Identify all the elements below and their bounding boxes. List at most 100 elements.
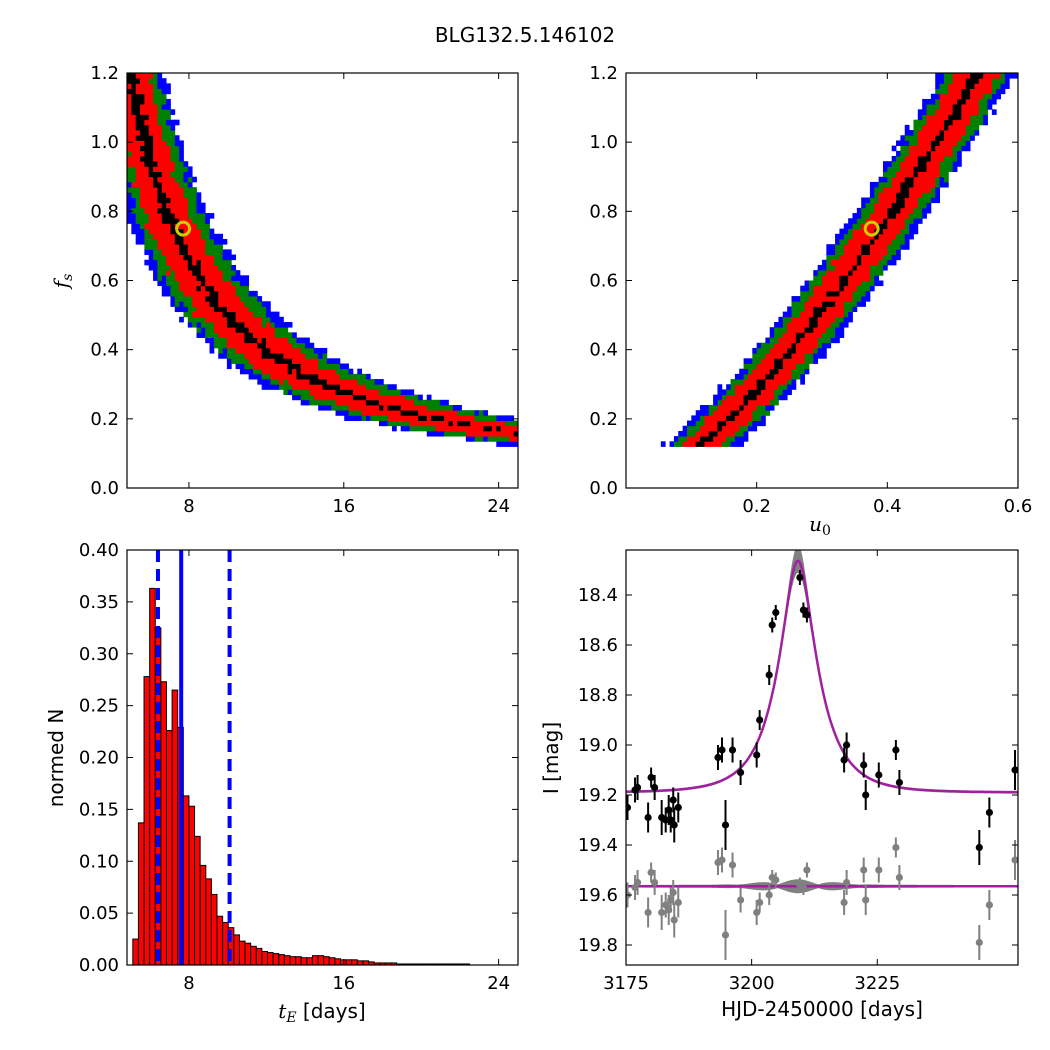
heatmap-cell	[344, 399, 349, 406]
heatmap-cell	[335, 394, 341, 401]
y-tick-label: 18.6	[578, 635, 618, 656]
heatmap-cell	[209, 332, 215, 338]
heatmap-cell	[961, 130, 967, 136]
heatmap-cell	[704, 436, 710, 442]
heatmap-cell	[148, 109, 154, 115]
heatmap-cell	[708, 430, 714, 437]
heatmap-cell	[413, 394, 419, 401]
heatmap-cell	[335, 368, 341, 375]
heatmap-cell	[179, 249, 184, 255]
heatmap-cell	[917, 140, 923, 147]
heatmap-cell	[483, 420, 488, 427]
heatmap-cell	[835, 322, 840, 328]
heatmap-cell	[817, 332, 823, 338]
heatmap-cell	[726, 430, 731, 437]
heatmap-cell	[144, 104, 150, 110]
heatmap-cell	[331, 394, 336, 401]
heatmap-cell	[878, 244, 884, 250]
heatmap-cell	[192, 239, 197, 245]
heatmap-cell	[239, 347, 245, 354]
heatmap-cell	[244, 280, 250, 287]
heatmap-cell	[682, 441, 688, 447]
heatmap-cell	[348, 394, 354, 401]
heatmap-cell	[952, 83, 958, 89]
heatmap-cell	[218, 301, 223, 307]
heatmap-cell	[161, 233, 167, 240]
heatmap-cell	[174, 280, 180, 287]
heatmap-cell	[170, 223, 176, 230]
heatmap-cell	[739, 394, 744, 401]
data-point	[892, 843, 900, 852]
heatmap-cell	[279, 353, 284, 359]
heatmap-cell	[157, 93, 163, 100]
heatmap-cell	[287, 337, 293, 344]
data-point	[895, 778, 904, 787]
heatmap-cell	[365, 399, 371, 406]
heatmap-cell	[861, 233, 866, 240]
heatmap-cell	[774, 368, 779, 375]
heatmap-cell	[869, 249, 875, 255]
heatmap-cell	[144, 213, 150, 219]
heatmap-cell	[305, 353, 310, 359]
heatmap-cell	[848, 239, 853, 245]
heatmap-cell	[839, 228, 845, 235]
data-point	[799, 606, 808, 614]
heatmap-cell	[235, 285, 241, 292]
heatmap-cell	[144, 166, 150, 172]
heatmap-cell	[218, 306, 223, 313]
heatmap-cell	[235, 332, 241, 338]
heatmap-cell	[170, 192, 176, 198]
mag-axis-label: I [mag]	[539, 722, 563, 794]
heatmap-cell	[161, 119, 167, 126]
heatmap-cell	[200, 296, 206, 302]
heatmap-cell	[808, 296, 814, 302]
heatmap-cell	[144, 135, 150, 141]
heatmap-cell	[148, 171, 154, 178]
heatmap-cell	[235, 275, 241, 281]
data-point	[658, 908, 666, 917]
heatmap-cell	[226, 249, 232, 255]
heatmap-cell	[878, 181, 884, 188]
heatmap-cell	[830, 285, 836, 292]
heatmap-cell	[135, 207, 141, 214]
heatmap-cell	[795, 342, 801, 349]
heatmap-cell	[174, 218, 180, 224]
heatmap-cell	[695, 430, 701, 437]
heatmap-cell	[874, 187, 880, 193]
heatmap-cell	[348, 405, 354, 411]
heatmap-cell	[848, 233, 853, 240]
heatmap-cell	[826, 254, 832, 261]
heatmap-cell	[452, 425, 458, 432]
heatmap-cell	[822, 337, 827, 344]
heatmap-cell	[192, 301, 197, 307]
heatmap-cell	[935, 187, 940, 193]
heatmap-cell	[782, 373, 788, 380]
heatmap-cell	[205, 213, 210, 219]
heatmap-cell	[774, 373, 779, 380]
heatmap-cell	[891, 218, 897, 224]
heatmap-cell	[305, 379, 310, 385]
x-tick-label: 0.2	[742, 496, 771, 517]
heatmap-cell	[856, 275, 862, 281]
heatmap-cell	[800, 358, 805, 364]
heatmap-cell	[248, 316, 254, 323]
heatmap-cell	[904, 156, 910, 162]
heatmap-cell	[244, 316, 250, 323]
heatmap-cell	[140, 124, 145, 131]
heatmap-cell	[209, 342, 215, 349]
heatmap-cell	[465, 415, 471, 421]
heatmap-cell	[166, 130, 171, 136]
heatmap-cell	[127, 130, 132, 136]
heatmap-cell	[174, 301, 180, 307]
heatmap-cell	[196, 223, 202, 230]
heatmap-cell	[140, 93, 145, 100]
heatmap-cell	[144, 171, 150, 178]
heatmap-cell	[183, 311, 189, 318]
heatmap-cell	[852, 285, 858, 292]
heatmap-cell	[843, 270, 849, 276]
heatmap-cell	[179, 202, 184, 209]
heatmap-cell	[891, 181, 897, 188]
heatmap-cell	[292, 337, 297, 344]
heatmap-cell	[826, 290, 832, 297]
heatmap-cell	[183, 192, 189, 198]
